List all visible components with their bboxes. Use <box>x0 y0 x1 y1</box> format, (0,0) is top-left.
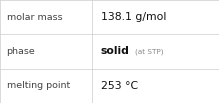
Text: melting point: melting point <box>7 81 70 90</box>
Text: 138.1 g/mol: 138.1 g/mol <box>101 12 166 22</box>
Text: phase: phase <box>7 47 35 56</box>
Text: (at STP): (at STP) <box>135 48 164 55</box>
Text: 253 °C: 253 °C <box>101 81 138 91</box>
Text: solid: solid <box>101 46 130 57</box>
Text: molar mass: molar mass <box>7 13 62 22</box>
